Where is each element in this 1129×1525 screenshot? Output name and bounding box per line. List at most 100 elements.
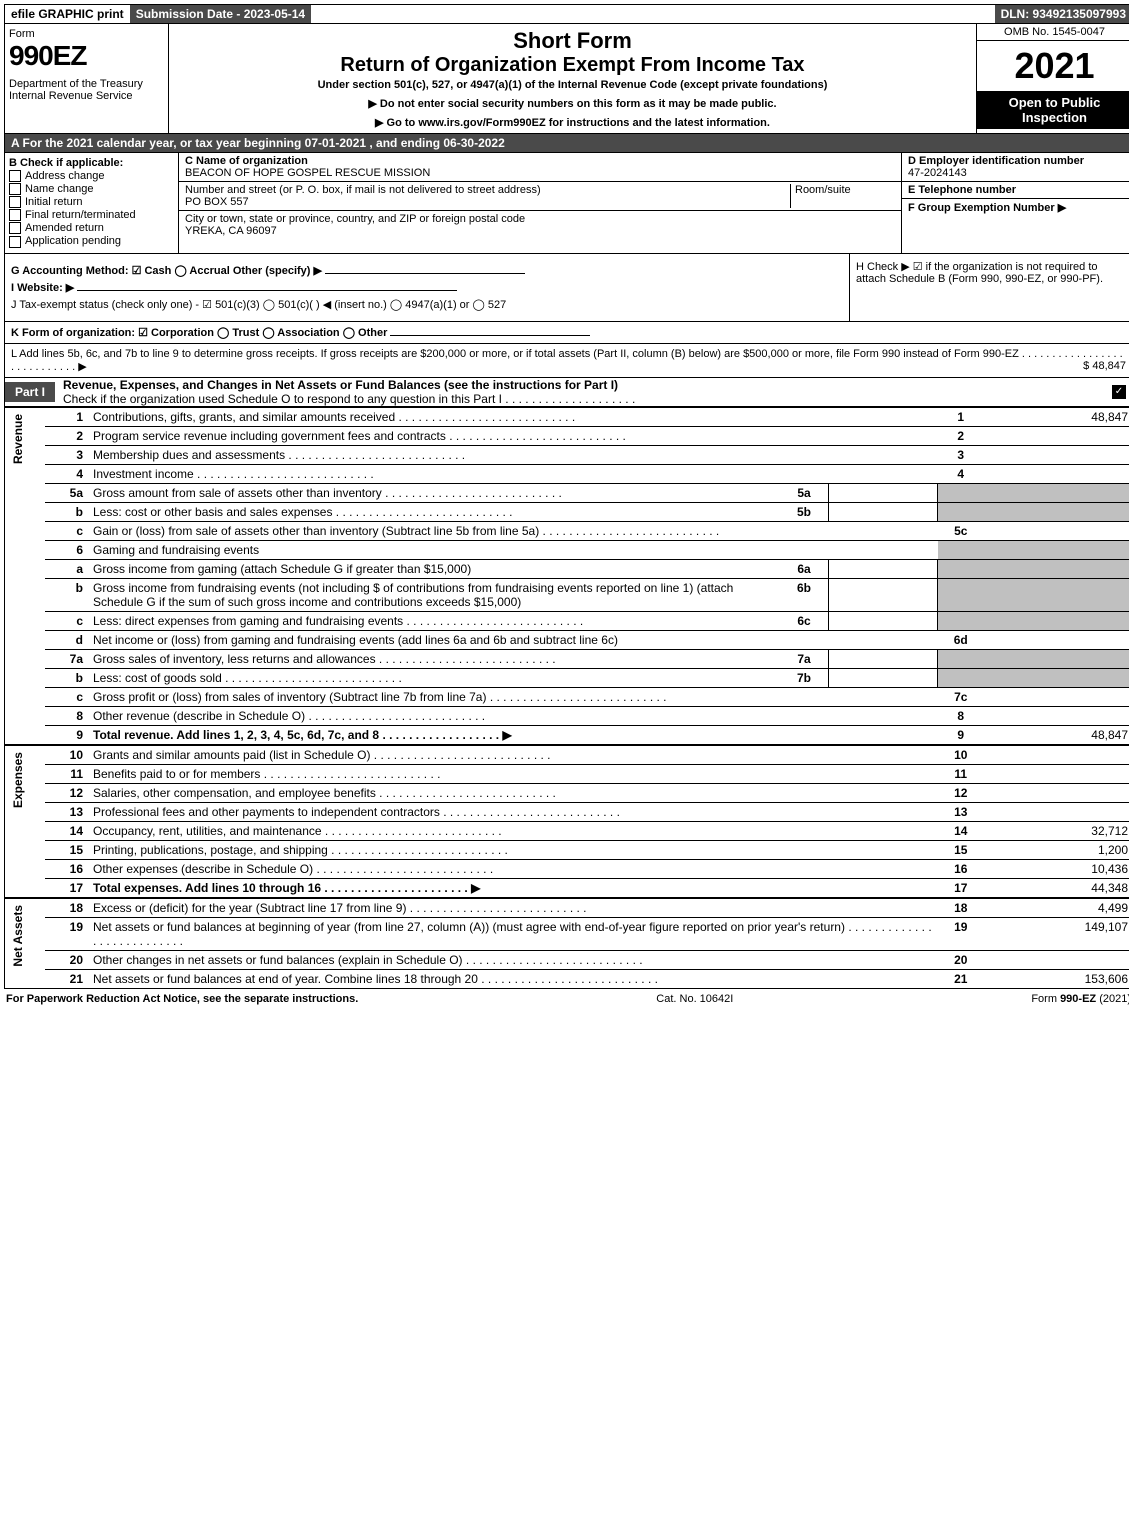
section-def: D Employer identification number 47-2024…	[901, 153, 1129, 253]
line-10-ref: 10	[938, 745, 985, 765]
line-6c-ref-shaded	[938, 611, 985, 630]
form-label: Form	[9, 28, 164, 40]
line-15-desc: Printing, publications, postage, and shi…	[89, 840, 938, 859]
chk-amended-return[interactable]: Amended return	[9, 222, 174, 234]
line-5a-num: 5a	[45, 483, 89, 502]
line-21-amt: 153,606	[984, 969, 1129, 988]
line-7a-ref-shaded	[938, 649, 985, 668]
part1-tag: Part I	[5, 382, 55, 402]
open-public-badge: Open to Public Inspection	[977, 91, 1129, 129]
line-1-amt: 48,847	[984, 407, 1129, 426]
line-18-num: 18	[45, 898, 89, 918]
short-form-title: Short Form	[173, 28, 972, 54]
section-h: H Check ▶ ☑ if the organization is not r…	[849, 254, 1129, 321]
line-9-desc: Total revenue. Add lines 1, 2, 3, 4, 5c,…	[89, 725, 938, 745]
section-j: J Tax-exempt status (check only one) - ☑…	[11, 298, 843, 311]
line-15-ref: 15	[938, 840, 985, 859]
part1-schedule-o-check: ✓	[1112, 385, 1126, 399]
line-17-amt: 44,348	[984, 878, 1129, 898]
line-14-amt: 32,712	[984, 821, 1129, 840]
subtitle-code: Under section 501(c), 527, or 4947(a)(1)…	[173, 79, 972, 91]
line-6c-box: 6c	[780, 611, 829, 630]
line-21-num: 21	[45, 969, 89, 988]
e-label: E Telephone number	[908, 184, 1016, 196]
line-6a-desc: Gross income from gaming (attach Schedul…	[89, 559, 780, 578]
line-1-ref: 1	[938, 407, 985, 426]
line-6b-ref-shaded	[938, 578, 985, 611]
line-2-num: 2	[45, 426, 89, 445]
line-6-desc: Gaming and fundraising events	[89, 540, 938, 559]
c-label: C Name of organization	[185, 155, 308, 167]
line-6b-desc: Gross income from fundraising events (no…	[89, 578, 780, 611]
line-19-num: 19	[45, 917, 89, 950]
chk-application-pending[interactable]: Application pending	[9, 235, 174, 247]
chk-initial-return[interactable]: Initial return	[9, 196, 174, 208]
line-5a-desc: Gross amount from sale of assets other t…	[89, 483, 780, 502]
section-g: G Accounting Method: ☑ Cash ◯ Accrual Ot…	[11, 264, 843, 277]
line-9-amt: 48,847	[984, 725, 1129, 745]
footer-center: Cat. No. 10642I	[358, 993, 1031, 1005]
line-20-desc: Other changes in net assets or fund bala…	[89, 950, 938, 969]
tax-year: 2021	[977, 41, 1129, 91]
section-b: B Check if applicable: Address change Na…	[5, 153, 179, 253]
line-6d-num: d	[45, 630, 89, 649]
section-l: L Add lines 5b, 6c, and 7b to line 9 to …	[4, 344, 1129, 378]
line-15-amt: 1,200	[984, 840, 1129, 859]
section-l-text: L Add lines 5b, 6c, and 7b to line 9 to …	[11, 348, 1123, 373]
line-2-desc: Program service revenue including govern…	[89, 426, 938, 445]
street-label: Number and street (or P. O. box, if mail…	[185, 184, 541, 196]
line-6b-amt-shaded	[984, 578, 1129, 611]
ein-value: 47-2024143	[908, 167, 967, 179]
line-3-amt	[984, 445, 1129, 464]
line-10-num: 10	[45, 745, 89, 765]
line-6-num: 6	[45, 540, 89, 559]
footer-right: Form 990-EZ (2021)	[1031, 993, 1129, 1005]
chk-final-return[interactable]: Final return/terminated	[9, 209, 174, 221]
row-bcdef: B Check if applicable: Address change Na…	[4, 153, 1129, 254]
line-18-amt: 4,499	[984, 898, 1129, 918]
line-20-num: 20	[45, 950, 89, 969]
line-7b-amt-shaded	[984, 668, 1129, 687]
line-10-desc: Grants and similar amounts paid (list in…	[89, 745, 938, 765]
submission-date: Submission Date - 2023-05-14	[130, 5, 311, 23]
line-5c-ref: 5c	[938, 521, 985, 540]
line-5b-desc: Less: cost or other basis and sales expe…	[89, 502, 780, 521]
line-7a-amt-shaded	[984, 649, 1129, 668]
line-4-desc: Investment income	[89, 464, 938, 483]
section-l-amount: $ 48,847	[1083, 360, 1126, 372]
chk-address-change[interactable]: Address change	[9, 170, 174, 182]
line-7a-val	[829, 649, 938, 668]
line-6a-amt-shaded	[984, 559, 1129, 578]
section-b-label: B Check if applicable:	[9, 157, 174, 169]
line-11-num: 11	[45, 764, 89, 783]
part1-lines-table: Revenue 1 Contributions, gifts, grants, …	[4, 407, 1129, 989]
line-5a-amt-shaded	[984, 483, 1129, 502]
line-5a-val	[829, 483, 938, 502]
line-7b-num: b	[45, 668, 89, 687]
line-20-amt	[984, 950, 1129, 969]
line-13-ref: 13	[938, 802, 985, 821]
room-label: Room/suite	[795, 184, 851, 196]
line-6c-desc: Less: direct expenses from gaming and fu…	[89, 611, 780, 630]
line-5b-box: 5b	[780, 502, 829, 521]
line-7c-amt	[984, 687, 1129, 706]
part1-title: Revenue, Expenses, and Changes in Net As…	[63, 378, 618, 392]
line-16-num: 16	[45, 859, 89, 878]
line-19-desc: Net assets or fund balances at beginning…	[89, 917, 938, 950]
line-12-desc: Salaries, other compensation, and employ…	[89, 783, 938, 802]
line-7b-ref-shaded	[938, 668, 985, 687]
line-5c-amt	[984, 521, 1129, 540]
chk-name-change[interactable]: Name change	[9, 183, 174, 195]
line-21-ref: 21	[938, 969, 985, 988]
line-13-desc: Professional fees and other payments to …	[89, 802, 938, 821]
line-6a-num: a	[45, 559, 89, 578]
line-4-amt	[984, 464, 1129, 483]
line-17-desc: Total expenses. Add lines 10 through 16 …	[89, 878, 938, 898]
line-6c-num: c	[45, 611, 89, 630]
line-7b-val	[829, 668, 938, 687]
line-19-amt: 149,107	[984, 917, 1129, 950]
line-6c-amt-shaded	[984, 611, 1129, 630]
main-title: Return of Organization Exempt From Incom…	[173, 54, 972, 77]
footer-left: For Paperwork Reduction Act Notice, see …	[6, 993, 358, 1005]
line-16-amt: 10,436	[984, 859, 1129, 878]
